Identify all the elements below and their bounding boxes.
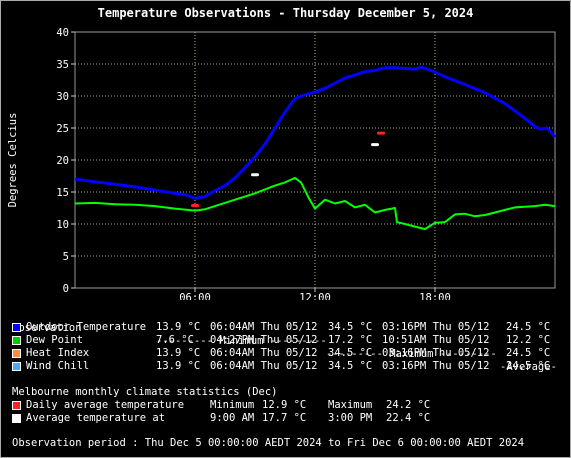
max-time: 03:16PM Thu 05/12 <box>382 347 490 359</box>
series-name: Dew Point <box>26 334 83 346</box>
y-tick-label: 0 <box>63 283 69 295</box>
climate-marker-average-temperature-at <box>251 173 259 177</box>
min-value: 13.9 °C <box>156 347 201 359</box>
header-observation: Observation <box>12 322 82 334</box>
climate-row: Daily average temperature Minimum 12.9 °C M… <box>12 399 562 412</box>
series-line-outdoor-temperature <box>74 65 557 200</box>
climate-value-1: 17.7 °C <box>262 412 307 424</box>
header-maximum: --------- Maximum --------- <box>326 348 497 360</box>
stats-row: Dew Point 7.6 °C 04:27PM Thu 05/12 17.2 °C 1… <box>12 334 562 347</box>
chart-title: Temperature Observations - Thursday Dece… <box>97 6 474 20</box>
x-tick-label: 12:00 <box>299 292 331 300</box>
x-tick-label: 18:00 <box>419 292 451 300</box>
legend-swatch <box>12 336 21 345</box>
y-tick-label: 15 <box>56 187 69 199</box>
legend-swatch <box>12 349 21 358</box>
climate-value-2: 24.2 °C <box>386 399 431 411</box>
min-value: 13.9 °C <box>156 360 201 372</box>
min-time: 06:04AM Thu 05/12 <box>210 347 318 359</box>
min-time: 06:04AM Thu 05/12 <box>210 360 318 372</box>
climate-label-2: Maximum <box>328 399 373 411</box>
legend-swatch <box>12 414 21 423</box>
climate-label-2: 3:00 PM <box>328 412 373 424</box>
min-time: 06:04AM Thu 05/12 <box>210 321 318 333</box>
max-value: 34.5 °C <box>328 360 373 372</box>
y-tick-label: 10 <box>56 219 69 231</box>
climate-name: Average temperature at <box>26 412 166 424</box>
y-tick-label: 40 <box>56 27 69 39</box>
max-value: 17.2 °C <box>328 334 373 346</box>
max-value: 34.5 °C <box>328 347 373 359</box>
max-time: 03:16PM Thu 05/12 <box>382 360 490 372</box>
avg-value: 24.5 °C <box>506 321 551 333</box>
legend-swatch <box>12 323 21 332</box>
series-name: Outdoor Temperature <box>26 321 147 333</box>
header-average: -Average- <box>500 361 557 373</box>
stats-row: Outdoor Temperature 13.9 °C 06:04AM Thu 05… <box>12 321 562 334</box>
climate-row: Average temperature at 9:00 AM 17.7 °C 3:00… <box>12 412 562 425</box>
climate-marker-daily-average-temperature <box>191 203 199 207</box>
y-tick-label: 35 <box>56 59 69 71</box>
y-tick-label: 30 <box>56 91 69 103</box>
legend-swatch <box>12 362 21 371</box>
climate-label-1: Minimum <box>210 399 255 411</box>
min-value: 13.9 °C <box>156 321 201 333</box>
climate-heading: Melbourne monthly climate statistics (De… <box>12 386 278 398</box>
x-tick-label: 06:00 <box>179 292 211 300</box>
stats-header: Observation --------- Minimum --------- … <box>12 309 562 373</box>
legend-swatch <box>12 401 21 410</box>
series-name: Heat Index <box>26 347 90 359</box>
min-value: 7.6 °C <box>156 334 194 346</box>
series-name: Wind Chill <box>26 360 90 372</box>
y-tick-label: 20 <box>56 155 69 167</box>
y-tick-label: 25 <box>56 123 69 135</box>
header-minimum: --------- Minimum --------- <box>156 335 327 347</box>
max-value: 34.5 °C <box>328 321 373 333</box>
climate-value-2: 22.4 °C <box>386 412 431 424</box>
climate-name: Daily average temperature <box>26 399 185 411</box>
stats-row: Heat Index 13.9 °C 06:04AM Thu 05/12 34.5 °… <box>12 347 562 360</box>
avg-value: 24.5 °C <box>506 360 551 372</box>
max-time: 03:16PM Thu 05/12 <box>382 321 490 333</box>
series-line-dew-point <box>74 176 556 231</box>
min-time: 04:27PM Thu 05/12 <box>210 334 318 346</box>
observation-period: Observation period : Thu Dec 5 00:00:00 … <box>12 437 525 449</box>
temperature-chart: 0 5 10 15 20 25 30 35 40 06:00 12:00 18:00 Degrees C… <box>7 27 557 300</box>
climate-marker-average-temperature-at <box>371 143 379 147</box>
avg-value: 24.5 °C <box>506 347 551 359</box>
stats-row: Wind Chill 13.9 °C 06:04AM Thu 05/12 34.5 °… <box>12 360 562 373</box>
y-tick-label: 5 <box>63 251 69 263</box>
max-time: 10:51AM Thu 05/12 <box>382 334 490 346</box>
avg-value: 12.2 °C <box>506 334 551 346</box>
climate-value-1: 12.9 °C <box>262 399 307 411</box>
climate-marker-daily-average-temperature <box>377 131 385 135</box>
climate-label-1: 9:00 AM <box>210 412 255 424</box>
y-axis-label: Degrees Celcius <box>7 113 19 208</box>
